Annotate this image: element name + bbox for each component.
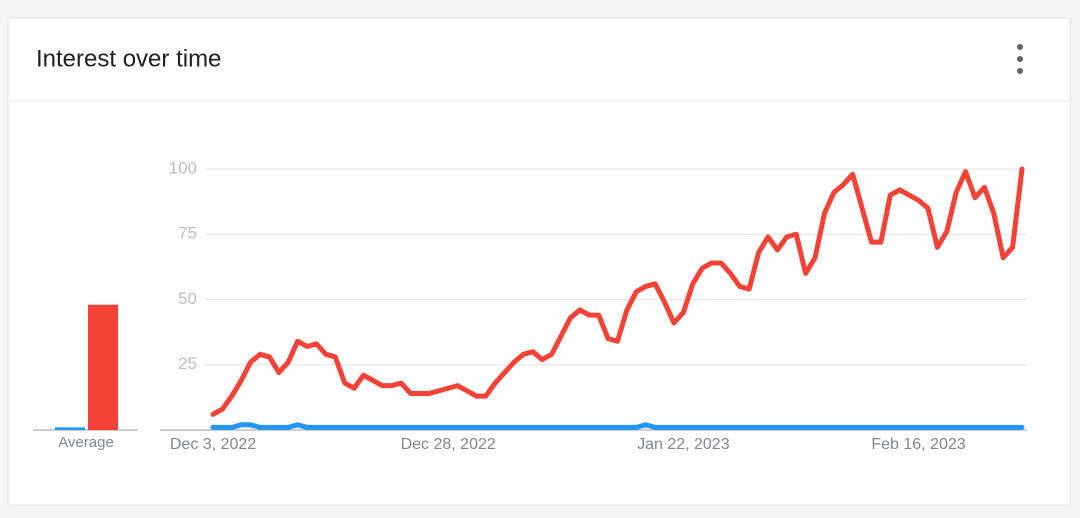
y-tick-label: 100 [169, 158, 197, 177]
menu-dot [1017, 68, 1023, 74]
menu-dot [1017, 56, 1023, 62]
average-bar [88, 304, 118, 430]
x-tick-label: Feb 16, 2023 [871, 436, 965, 453]
trend-line [210, 166, 1025, 417]
trend-line [210, 422, 1025, 430]
x-tick-label: Average [58, 434, 114, 451]
card-title: Interest over time [36, 45, 221, 72]
card [7, 17, 1071, 506]
y-tick-label: 50 [178, 289, 197, 308]
y-tick-label: 75 [178, 224, 197, 243]
x-tick-label: Jan 22, 2023 [637, 436, 730, 453]
x-tick-label: Dec 3, 2022 [170, 436, 256, 453]
average-bar [55, 427, 85, 430]
menu-button[interactable] [1017, 44, 1023, 74]
x-tick-label: Dec 28, 2022 [401, 436, 496, 453]
y-tick-label: 25 [178, 354, 197, 373]
menu-dot [1017, 44, 1023, 50]
